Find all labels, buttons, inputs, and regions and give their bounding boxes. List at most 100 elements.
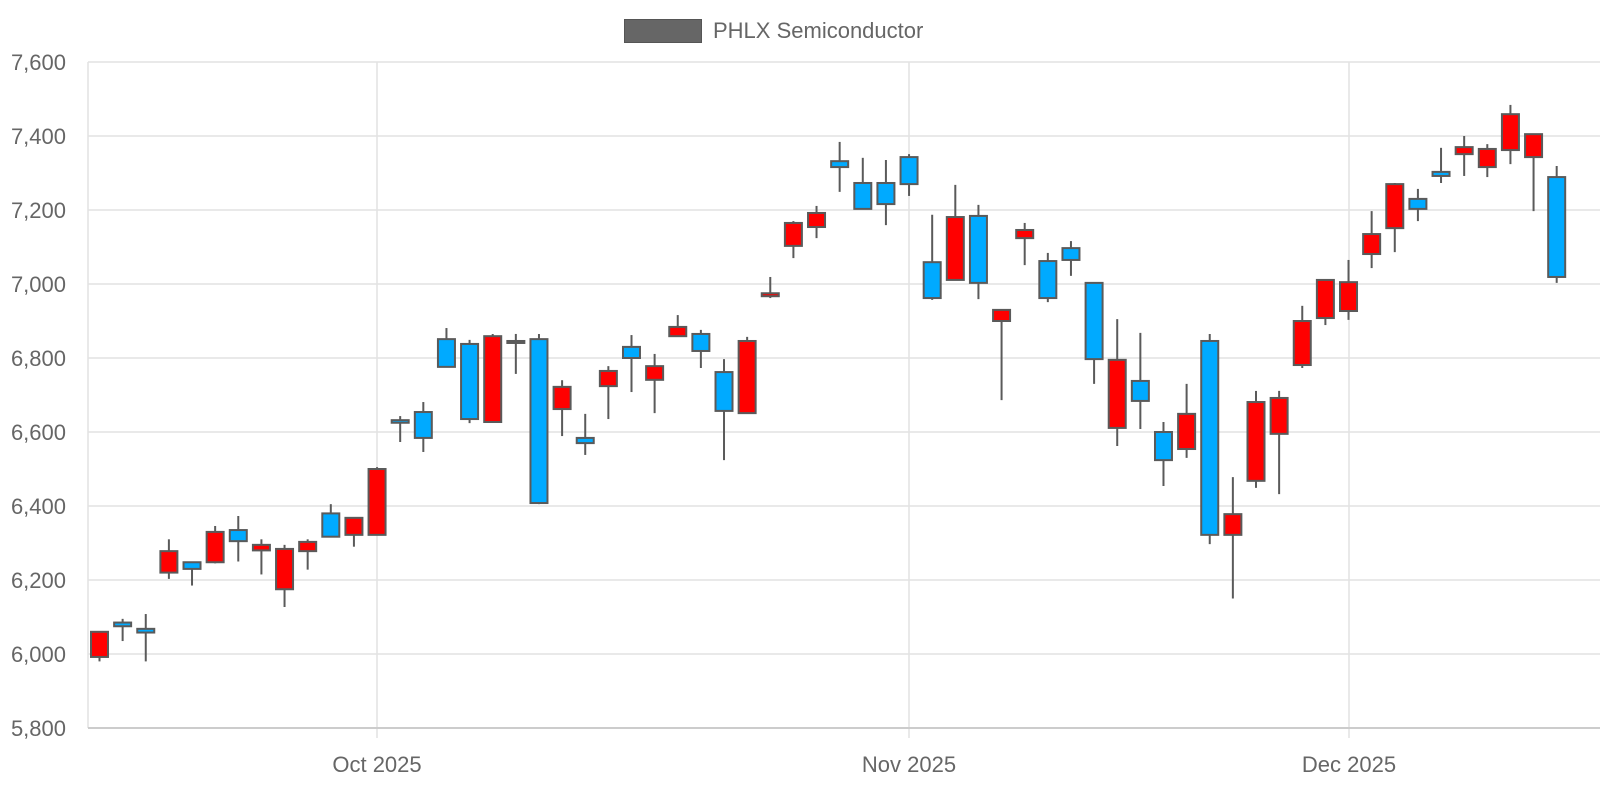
candle[interactable] <box>159 539 179 579</box>
candle[interactable] <box>1038 252 1058 303</box>
candle[interactable] <box>436 328 456 368</box>
candle-body <box>899 156 919 186</box>
candle[interactable] <box>691 329 711 368</box>
candle[interactable] <box>968 204 988 300</box>
candle-body <box>1223 513 1243 536</box>
y-axis: 5,800 6,000 6,200 6,400 6,600 6,800 7,000 7,200… <box>11 50 66 741</box>
candle-body <box>1107 358 1127 429</box>
candle[interactable] <box>876 160 896 226</box>
candle[interactable] <box>136 614 156 662</box>
candle[interactable] <box>1477 144 1497 178</box>
candle-body <box>1362 233 1382 256</box>
candle[interactable] <box>413 402 433 452</box>
candle-body <box>367 468 387 536</box>
candle[interactable] <box>228 515 248 562</box>
candle[interactable] <box>945 184 965 281</box>
candle[interactable] <box>1454 136 1474 176</box>
candle[interactable] <box>506 333 526 374</box>
candle-body <box>90 630 109 658</box>
candle-body <box>251 543 271 552</box>
candle[interactable] <box>298 539 318 570</box>
candle[interactable] <box>1200 333 1220 545</box>
candle[interactable] <box>1524 133 1544 212</box>
candle[interactable] <box>760 276 780 299</box>
candle[interactable] <box>90 630 109 662</box>
candle-body <box>344 516 364 536</box>
candle[interactable] <box>1084 281 1104 384</box>
candles <box>90 104 1567 662</box>
candle[interactable] <box>899 154 919 196</box>
candle-body <box>807 211 827 229</box>
candle[interactable] <box>275 544 295 608</box>
candle[interactable] <box>1408 188 1428 222</box>
candle-body <box>783 221 803 247</box>
legend-label[interactable]: PHLX Semiconductor <box>713 18 924 43</box>
candle[interactable] <box>344 516 364 547</box>
candle[interactable] <box>1362 211 1382 269</box>
candle[interactable] <box>552 380 572 437</box>
candle[interactable] <box>1315 278 1335 326</box>
candle[interactable] <box>1385 182 1405 253</box>
candle[interactable] <box>529 333 549 505</box>
candle[interactable] <box>1015 222 1035 266</box>
candle-body <box>275 547 295 591</box>
candle-body <box>876 181 896 206</box>
candle[interactable] <box>1292 305 1312 368</box>
candle[interactable] <box>1500 104 1520 165</box>
candle[interactable] <box>1431 147 1451 183</box>
candle[interactable] <box>668 315 688 338</box>
candle[interactable] <box>1223 477 1243 599</box>
candle[interactable] <box>321 504 341 538</box>
candle-body <box>1246 401 1266 482</box>
candle[interactable] <box>1269 390 1289 495</box>
candle[interactable] <box>1153 422 1173 487</box>
candle-body <box>1177 412 1197 451</box>
candle[interactable] <box>1547 165 1567 283</box>
candle[interactable] <box>390 416 410 442</box>
candle[interactable] <box>182 561 202 586</box>
candle[interactable] <box>1177 383 1197 458</box>
candle[interactable] <box>922 214 942 300</box>
candle[interactable] <box>251 539 271 575</box>
y-tick-label: 7,000 <box>11 272 66 297</box>
candle[interactable] <box>113 618 133 642</box>
legend-swatch[interactable] <box>624 19 702 43</box>
candle[interactable] <box>1246 390 1266 488</box>
candle[interactable] <box>575 413 595 455</box>
candle[interactable] <box>1339 259 1359 320</box>
candle-body <box>598 369 618 388</box>
candle-body <box>830 160 850 169</box>
candle[interactable] <box>714 359 734 461</box>
candle-body <box>1477 147 1497 169</box>
candle-body <box>483 335 503 424</box>
candle[interactable] <box>460 339 480 424</box>
candle[interactable] <box>1107 319 1127 447</box>
candle-body <box>575 436 595 445</box>
candle-body <box>1547 176 1567 278</box>
candle[interactable] <box>830 141 850 192</box>
y-tick-label: 6,400 <box>11 494 66 519</box>
candle[interactable] <box>645 353 665 414</box>
candle-body <box>737 339 757 415</box>
candle[interactable] <box>367 467 387 536</box>
candle-body <box>460 342 480 421</box>
candle-body <box>1084 281 1104 361</box>
x-tick-label: Nov 2025 <box>862 752 956 777</box>
candle[interactable] <box>483 333 503 424</box>
candle[interactable] <box>737 336 757 415</box>
candle[interactable] <box>783 221 803 259</box>
legend[interactable]: PHLX Semiconductor <box>624 18 923 44</box>
candle-body <box>760 292 780 298</box>
candle[interactable] <box>853 157 873 210</box>
candle[interactable] <box>621 335 641 393</box>
candle[interactable] <box>1061 241 1081 276</box>
candle[interactable] <box>807 205 827 239</box>
y-tick-label: 7,600 <box>11 50 66 75</box>
candle-body <box>413 411 433 439</box>
candle[interactable] <box>992 308 1012 401</box>
candle-body <box>1315 278 1335 320</box>
candle[interactable] <box>1130 332 1150 430</box>
candle[interactable] <box>205 525 225 564</box>
candle[interactable] <box>598 366 618 420</box>
